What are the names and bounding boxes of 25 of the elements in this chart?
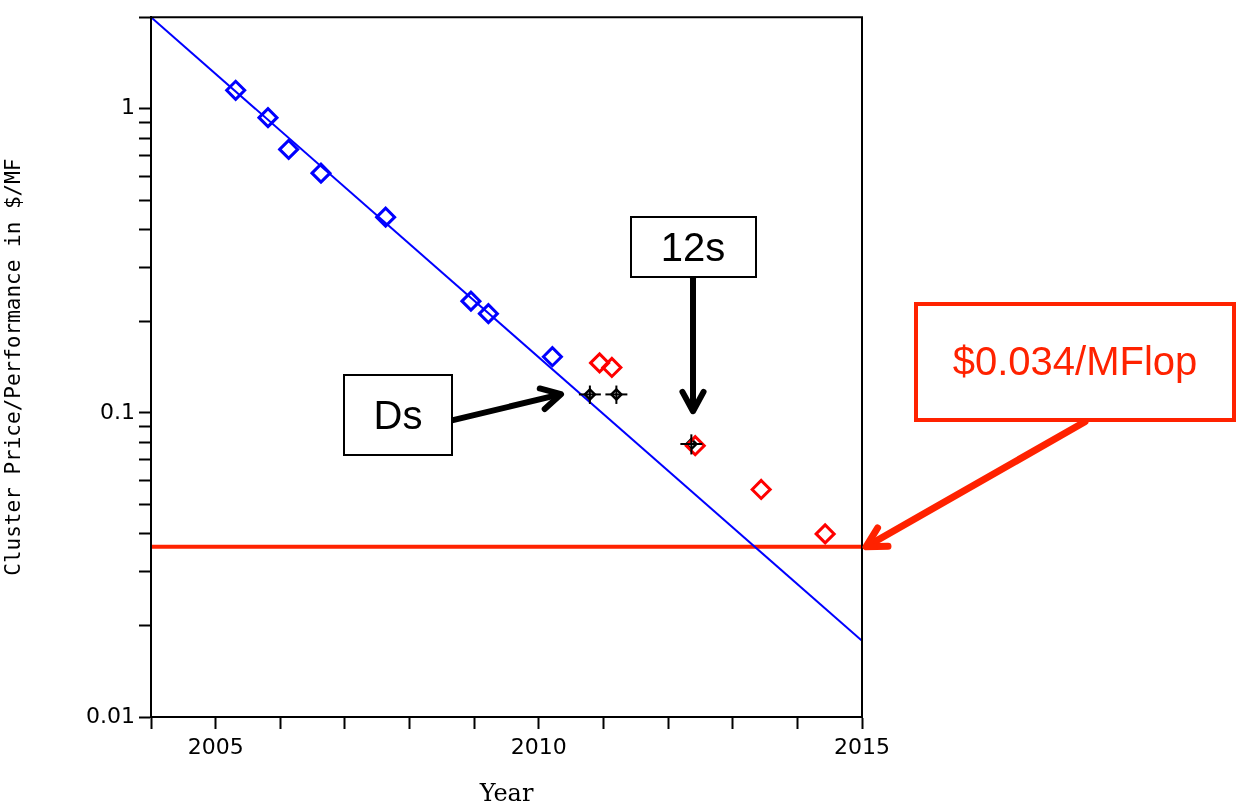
point — [460, 290, 482, 312]
point — [225, 79, 247, 101]
y-tick-label: 0.1 — [100, 398, 135, 424]
annotation: 12s — [629, 216, 757, 279]
point — [610, 388, 623, 401]
x-tick-label: 2015 — [834, 733, 890, 759]
annotation: Ds — [343, 374, 453, 457]
point — [278, 138, 300, 160]
point — [477, 303, 499, 325]
x-tick-label: 2005 — [187, 733, 244, 759]
ref-line-label: $0.034/MFlop — [914, 301, 1236, 422]
x-tick-label: 2010 — [510, 733, 567, 759]
point — [310, 162, 332, 184]
y-axis-title: Cluster Price/Performance in $/MF — [1, 158, 26, 576]
y-tick-label: 0.01 — [86, 702, 135, 728]
point — [375, 206, 397, 228]
point — [583, 388, 597, 401]
point — [814, 523, 836, 545]
point — [601, 356, 623, 378]
point — [257, 107, 279, 129]
point — [750, 478, 772, 500]
point — [541, 346, 563, 368]
x-axis-title: Year — [478, 778, 534, 807]
point — [589, 352, 611, 374]
y-tick-label: 1 — [121, 94, 135, 120]
